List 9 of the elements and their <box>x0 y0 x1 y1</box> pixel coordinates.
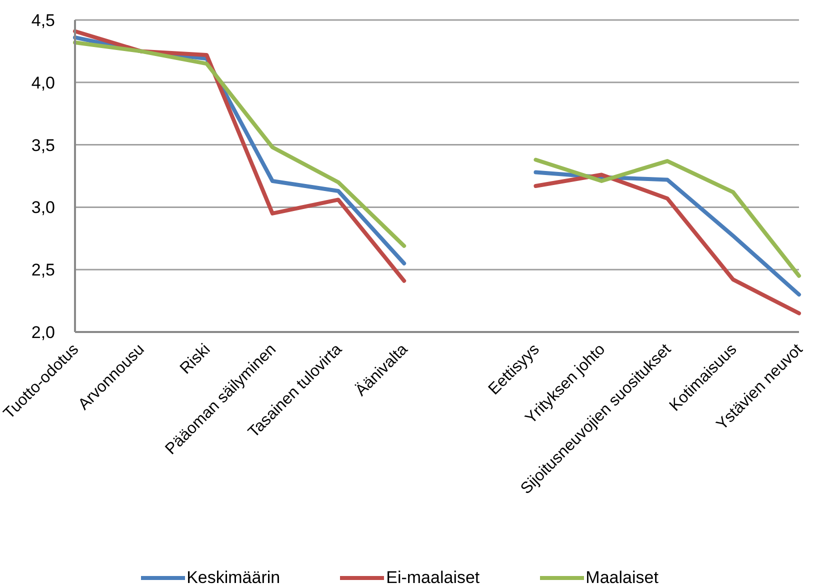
y-tick-label: 3,0 <box>31 198 55 218</box>
y-tick-label: 4,5 <box>31 11 55 30</box>
legend-label: Ei-maalaiset <box>386 568 480 588</box>
legend-label: Keskimäärin <box>186 568 280 588</box>
y-tick-label: 2,0 <box>31 323 55 342</box>
y-tick-label: 3,5 <box>31 136 55 155</box>
y-tick-label: 4,0 <box>31 73 55 92</box>
y-tick-label: 2,5 <box>31 260 55 280</box>
legend-label: Maalaiset <box>586 568 658 588</box>
